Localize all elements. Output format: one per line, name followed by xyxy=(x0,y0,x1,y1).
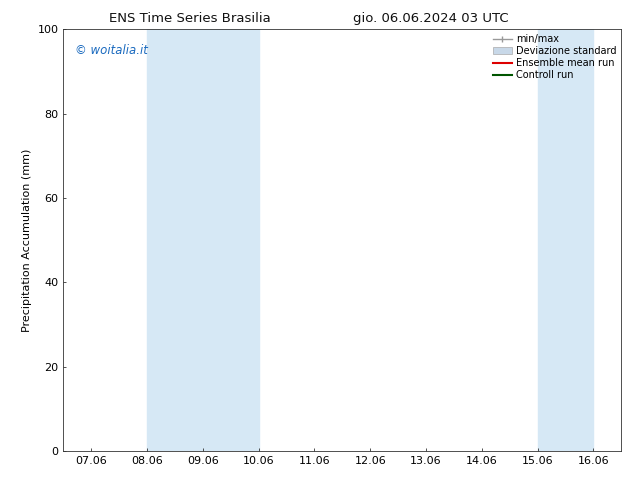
Legend: min/max, Deviazione standard, Ensemble mean run, Controll run: min/max, Deviazione standard, Ensemble m… xyxy=(489,31,619,83)
Text: ENS Time Series Brasilia: ENS Time Series Brasilia xyxy=(109,12,271,25)
Text: gio. 06.06.2024 03 UTC: gio. 06.06.2024 03 UTC xyxy=(353,12,509,25)
Bar xyxy=(538,29,593,451)
Text: © woitalia.it: © woitalia.it xyxy=(75,44,148,57)
Bar xyxy=(147,29,259,451)
Y-axis label: Precipitation Accumulation (mm): Precipitation Accumulation (mm) xyxy=(22,148,32,332)
